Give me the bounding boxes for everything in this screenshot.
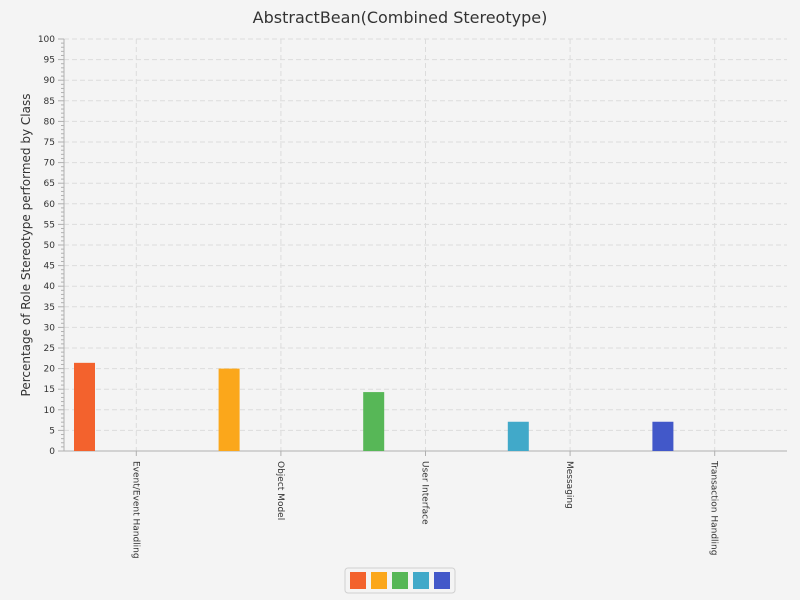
chart-title: AbstractBean(Combined Stereotype) bbox=[253, 8, 548, 27]
y-tick-label: 70 bbox=[44, 159, 56, 169]
y-axis-label: Percentage of Role Stereotype performed … bbox=[19, 94, 33, 397]
y-tick-label: 95 bbox=[44, 56, 55, 66]
y-tick-label: 35 bbox=[44, 303, 55, 313]
grid bbox=[64, 38, 787, 451]
y-tick-label: 40 bbox=[44, 282, 56, 292]
y-tick-label: 25 bbox=[44, 344, 55, 354]
y-tick-label: 10 bbox=[44, 406, 56, 416]
bar-messaging[interactable] bbox=[507, 421, 529, 451]
y-tick-label: 20 bbox=[44, 365, 56, 375]
legend-swatch[interactable] bbox=[371, 572, 387, 589]
y-tick-label: 60 bbox=[44, 200, 56, 210]
bar-event-event-handling[interactable] bbox=[74, 362, 95, 451]
x-tick-label: Messaging bbox=[564, 461, 574, 509]
y-tick-label: 30 bbox=[44, 323, 56, 333]
axes: 0 5 10 15 20 25 30 35 40 45 50 55 60 65 70 75 80 85 90 95 10… bbox=[38, 35, 787, 457]
x-tick-label: User Interface bbox=[420, 461, 430, 525]
legend-swatch[interactable] bbox=[392, 572, 408, 589]
y-tick-label: 0 bbox=[49, 447, 55, 457]
y-tick-label: 55 bbox=[44, 220, 55, 230]
x-tick-label: Object Model bbox=[275, 461, 285, 520]
bar-object-model[interactable] bbox=[218, 368, 240, 451]
bar-user-interface[interactable] bbox=[363, 392, 385, 451]
legend-swatch[interactable] bbox=[434, 572, 450, 589]
y-tick-label: 75 bbox=[44, 138, 55, 148]
y-tick-label: 85 bbox=[44, 97, 55, 107]
y-tick-label: 80 bbox=[44, 117, 56, 127]
x-tick-labels: Event/Event Handling Object Model User Int… bbox=[130, 460, 718, 559]
y-tick-label: 50 bbox=[44, 241, 56, 251]
bars bbox=[74, 362, 674, 451]
bar-transaction-handling[interactable] bbox=[652, 421, 674, 451]
legend[interactable] bbox=[344, 567, 456, 594]
x-tick-label: Transaction Handling bbox=[709, 460, 719, 555]
legend-swatch[interactable] bbox=[350, 572, 366, 589]
legend-swatch[interactable] bbox=[413, 572, 429, 589]
y-tick-label: 15 bbox=[44, 385, 55, 395]
y-tick-label: 90 bbox=[44, 76, 56, 86]
y-tick-label: 45 bbox=[44, 262, 55, 272]
x-tick-label: Event/Event Handling bbox=[130, 461, 140, 559]
y-tick-label: 65 bbox=[44, 179, 55, 189]
y-tick-label: 100 bbox=[38, 35, 55, 45]
y-tick-label: 5 bbox=[49, 426, 55, 436]
